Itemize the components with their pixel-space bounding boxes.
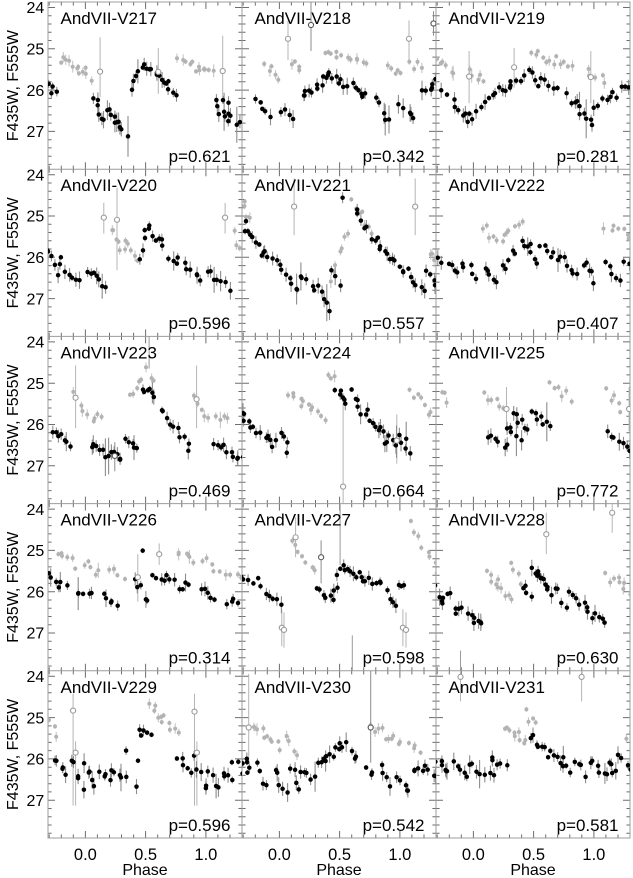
svg-text:27: 27 <box>27 291 45 308</box>
svg-text:24: 24 <box>27 335 45 352</box>
svg-text:26: 26 <box>27 584 45 601</box>
svg-text:p=0.598: p=0.598 <box>363 649 425 668</box>
svg-text:1.0: 1.0 <box>194 846 217 864</box>
svg-text:AndVII-V223: AndVII-V223 <box>61 343 157 362</box>
svg-text:26: 26 <box>27 752 45 769</box>
svg-text:AndVII-V220: AndVII-V220 <box>61 176 157 195</box>
svg-text:25: 25 <box>27 710 45 727</box>
svg-text:0.5: 0.5 <box>328 846 351 864</box>
svg-text:F435W, F555W: F435W, F555W <box>5 698 22 810</box>
svg-text:1.0: 1.0 <box>582 846 605 864</box>
svg-text:24: 24 <box>27 167 45 184</box>
svg-text:27: 27 <box>27 626 45 643</box>
svg-text:AndVII-V218: AndVII-V218 <box>255 9 351 28</box>
svg-text:AndVII-V230: AndVII-V230 <box>255 678 351 697</box>
svg-text:AndVII-V226: AndVII-V226 <box>61 511 157 530</box>
svg-text:p=0.596: p=0.596 <box>169 816 231 835</box>
svg-text:0.5: 0.5 <box>522 846 545 864</box>
svg-text:p=0.342: p=0.342 <box>363 147 425 166</box>
svg-text:AndVII-V224: AndVII-V224 <box>255 343 351 362</box>
svg-text:F435W, F555W: F435W, F555W <box>5 364 22 476</box>
svg-text:0.0: 0.0 <box>74 846 97 864</box>
svg-text:Phase: Phase <box>122 862 167 878</box>
svg-text:p=0.281: p=0.281 <box>557 147 619 166</box>
svg-text:F435W, F555W: F435W, F555W <box>5 531 22 643</box>
svg-text:p=0.407: p=0.407 <box>557 314 619 333</box>
svg-text:1.0: 1.0 <box>388 846 411 864</box>
svg-text:Phase: Phase <box>316 862 361 878</box>
svg-text:0.0: 0.0 <box>268 846 291 864</box>
svg-text:p=0.542: p=0.542 <box>363 816 425 835</box>
svg-text:p=0.469: p=0.469 <box>169 481 231 500</box>
svg-text:AndVII-V221: AndVII-V221 <box>255 176 351 195</box>
svg-text:p=0.596: p=0.596 <box>169 314 231 333</box>
svg-text:p=0.557: p=0.557 <box>363 314 425 333</box>
svg-text:p=0.621: p=0.621 <box>169 147 231 166</box>
svg-text:p=0.581: p=0.581 <box>557 816 619 835</box>
svg-text:AndVII-V225: AndVII-V225 <box>449 343 545 362</box>
svg-text:26: 26 <box>27 83 45 100</box>
svg-text:25: 25 <box>27 376 45 393</box>
svg-text:25: 25 <box>27 543 45 560</box>
svg-text:AndVII-V227: AndVII-V227 <box>255 511 351 530</box>
svg-text:AndVII-V217: AndVII-V217 <box>61 9 157 28</box>
svg-text:Phase: Phase <box>510 862 555 878</box>
svg-text:24: 24 <box>27 0 45 17</box>
svg-text:AndVII-V228: AndVII-V228 <box>449 511 545 530</box>
svg-text:0.5: 0.5 <box>134 846 157 864</box>
svg-text:26: 26 <box>27 417 45 434</box>
svg-text:F435W, F555W: F435W, F555W <box>5 196 22 308</box>
svg-text:27: 27 <box>27 124 45 141</box>
svg-text:p=0.772: p=0.772 <box>557 481 619 500</box>
svg-text:27: 27 <box>27 793 45 810</box>
svg-text:AndVII-V229: AndVII-V229 <box>61 678 157 697</box>
svg-text:F435W, F555W: F435W, F555W <box>5 29 22 141</box>
svg-text:24: 24 <box>27 669 45 686</box>
svg-text:p=0.664: p=0.664 <box>363 481 425 500</box>
svg-text:24: 24 <box>27 502 45 519</box>
svg-text:27: 27 <box>27 459 45 476</box>
svg-text:AndVII-V222: AndVII-V222 <box>449 176 545 195</box>
svg-text:AndVII-V231: AndVII-V231 <box>449 678 545 697</box>
svg-text:p=0.314: p=0.314 <box>169 649 231 668</box>
svg-text:AndVII-V219: AndVII-V219 <box>449 9 545 28</box>
svg-text:p=0.630: p=0.630 <box>557 649 619 668</box>
svg-text:26: 26 <box>27 250 45 267</box>
svg-text:25: 25 <box>27 42 45 59</box>
svg-text:0.0: 0.0 <box>462 846 485 864</box>
svg-text:25: 25 <box>27 209 45 226</box>
